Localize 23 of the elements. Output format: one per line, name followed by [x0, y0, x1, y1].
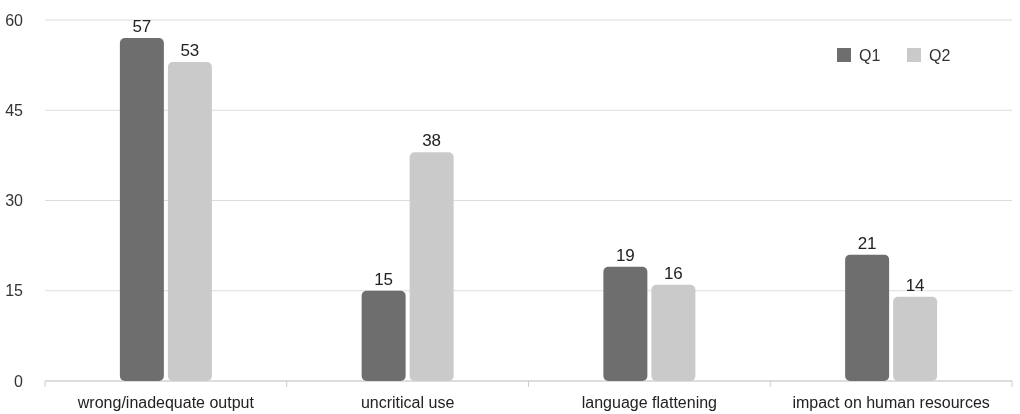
legend-label: Q1 — [859, 46, 881, 64]
legend-label: Q2 — [929, 46, 951, 64]
y-tick-label: 0 — [14, 372, 24, 390]
y-tick-label: 15 — [5, 282, 24, 300]
bar — [603, 266, 648, 381]
x-tick-label: wrong/inadequate output — [76, 394, 255, 411]
y-tick-label: 60 — [5, 11, 24, 29]
bar — [361, 290, 406, 381]
bar — [119, 38, 164, 381]
y-tick-label: 45 — [5, 101, 24, 119]
data-label: 15 — [374, 269, 394, 289]
data-label: 14 — [905, 275, 925, 295]
bar — [845, 254, 890, 381]
y-tick-label: 30 — [5, 192, 24, 210]
data-label: 53 — [180, 41, 200, 61]
x-tick-label: impact on human resources — [792, 394, 990, 411]
data-label: 16 — [663, 263, 683, 283]
data-label: 38 — [422, 131, 442, 151]
data-label: 21 — [857, 233, 877, 253]
x-tick-label: language flattening — [581, 394, 717, 411]
data-label: 57 — [132, 17, 152, 37]
data-label: 19 — [615, 245, 635, 265]
x-tick-label: uncritical use — [360, 394, 455, 411]
